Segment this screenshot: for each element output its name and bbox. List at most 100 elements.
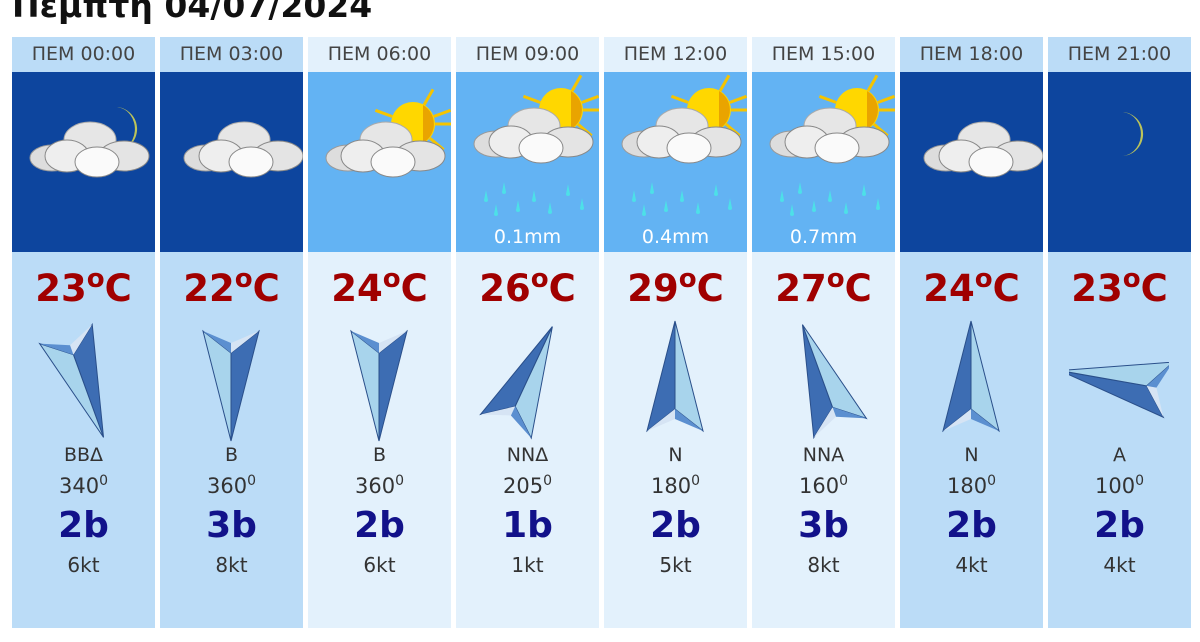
temperature: 24oC bbox=[308, 264, 451, 314]
temp-value: 29 bbox=[627, 267, 679, 310]
temp-unit: C bbox=[992, 267, 1020, 310]
temp-unit: C bbox=[400, 267, 428, 310]
wind-direction: ΝΝΔ bbox=[506, 444, 549, 466]
deg-value: 180 bbox=[946, 474, 988, 498]
rain-amount: 0.1mm bbox=[493, 226, 562, 248]
degree-symbol: 0 bbox=[691, 473, 700, 489]
weather-image bbox=[308, 72, 451, 252]
cloud-moon-icon bbox=[29, 107, 150, 178]
degree-symbol: 0 bbox=[987, 473, 996, 489]
temp-value: 27 bbox=[775, 267, 827, 310]
temp-value: 22 bbox=[183, 267, 235, 310]
temp-unit: C bbox=[1140, 267, 1168, 310]
forecast-column: ΠΕΜ 15:00 0.7mm 27oC ΝΝΑ 1600 3b 8kt bbox=[752, 37, 895, 628]
wind-arrow-icon bbox=[942, 320, 1000, 433]
weather-image: 0.7mm bbox=[752, 72, 895, 252]
degree-symbol: 0 bbox=[543, 473, 552, 489]
wind-degrees: 2050 bbox=[456, 466, 599, 501]
wind-arrow-icon bbox=[202, 329, 260, 442]
wind-direction: ΝΝΑ bbox=[802, 444, 845, 466]
wind-degrees: 1000 bbox=[1048, 466, 1191, 501]
cloud-sun-rain-icon bbox=[621, 74, 747, 216]
wind-arrow bbox=[604, 314, 747, 449]
temp-value: 24 bbox=[923, 267, 975, 310]
cloud-icon bbox=[923, 121, 1043, 178]
temperature: 29oC bbox=[604, 264, 747, 314]
beaufort: 2b bbox=[650, 505, 701, 546]
wind-knots: 4kt bbox=[955, 553, 988, 577]
cloud-sun-rain-icon bbox=[473, 74, 599, 216]
cloud-icon bbox=[183, 121, 303, 178]
wind-knots: 8kt bbox=[215, 553, 248, 577]
moon-icon bbox=[1119, 112, 1144, 157]
rain-amount: 0.4mm bbox=[641, 226, 710, 248]
deg-value: 360 bbox=[354, 474, 396, 498]
degree-symbol: o bbox=[826, 264, 845, 294]
wind-degrees: 3400 bbox=[12, 466, 155, 501]
wind-degrees: 3600 bbox=[160, 466, 303, 501]
time-label: ΠΕΜ 09:00 bbox=[475, 43, 580, 65]
degree-symbol: o bbox=[234, 264, 253, 294]
wind-knots: 1kt bbox=[511, 553, 544, 577]
wind-direction: Β bbox=[372, 444, 387, 466]
temperature: 26oC bbox=[456, 264, 599, 314]
weather-image bbox=[12, 72, 155, 252]
beaufort: 1b bbox=[502, 505, 553, 546]
beaufort: 2b bbox=[1094, 505, 1145, 546]
temperature: 23oC bbox=[1048, 264, 1191, 314]
degree-symbol: 0 bbox=[395, 473, 404, 489]
wind-arrow bbox=[752, 314, 895, 449]
cloud-sun-icon bbox=[325, 88, 451, 178]
wind-arrow bbox=[308, 314, 451, 449]
degree-symbol: 0 bbox=[247, 473, 256, 489]
rain-amount: 0.7mm bbox=[789, 226, 858, 248]
degree-symbol: o bbox=[530, 264, 549, 294]
wind-arrow bbox=[900, 314, 1043, 449]
beaufort: 3b bbox=[206, 505, 257, 546]
temp-value: 24 bbox=[331, 267, 383, 310]
time-label: ΠΕΜ 12:00 bbox=[623, 43, 728, 65]
deg-value: 160 bbox=[798, 474, 840, 498]
forecast-column: ΠΕΜ 00:00 23oC ΒΒΔ 3400 2b 6kt bbox=[12, 37, 155, 628]
deg-value: 205 bbox=[502, 474, 544, 498]
wind-degrees: 1600 bbox=[752, 466, 895, 501]
forecast-columns: ΠΕΜ 00:00 23oC ΒΒΔ 3400 2b 6kt ΠΕΜ 03:00 … bbox=[12, 37, 1191, 628]
beaufort: 2b bbox=[58, 505, 109, 546]
temp-value: 23 bbox=[1071, 267, 1123, 310]
degree-symbol: 0 bbox=[99, 473, 108, 489]
cloud-shape bbox=[473, 107, 594, 164]
weather-image bbox=[900, 72, 1043, 252]
temp-unit: C bbox=[696, 267, 724, 310]
wind-degrees: 3600 bbox=[308, 466, 451, 501]
wind-knots: 6kt bbox=[363, 553, 396, 577]
cloud-shape bbox=[183, 121, 303, 178]
cloud-shape bbox=[769, 107, 890, 164]
forecast-column: ΠΕΜ 12:00 0.4mm 29oC Ν 1800 2b 5kt bbox=[604, 37, 747, 628]
temp-value: 23 bbox=[35, 267, 87, 310]
wind-direction: Β bbox=[224, 444, 239, 466]
cloud-shape bbox=[325, 121, 446, 178]
beaufort: 2b bbox=[354, 505, 405, 546]
forecast-column: ΠΕΜ 18:00 24oC Ν 1800 2b 4kt bbox=[900, 37, 1043, 628]
wind-knots: 8kt bbox=[807, 553, 840, 577]
degree-symbol: 0 bbox=[1135, 473, 1144, 489]
wind-arrow-icon bbox=[801, 324, 868, 440]
wind-degrees: 1800 bbox=[900, 466, 1043, 501]
degree-symbol: o bbox=[1122, 264, 1141, 294]
beaufort: 2b bbox=[946, 505, 997, 546]
cloud-sun-rain-icon bbox=[769, 74, 895, 216]
temperature: 27oC bbox=[752, 264, 895, 314]
time-label: ΠΕΜ 18:00 bbox=[919, 43, 1024, 65]
forecast-column: ΠΕΜ 21:00 23oC Α 1000 2b 4kt bbox=[1048, 37, 1191, 628]
degree-symbol: o bbox=[974, 264, 993, 294]
temp-unit: C bbox=[252, 267, 280, 310]
deg-value: 180 bbox=[650, 474, 692, 498]
wind-direction: ΒΒΔ bbox=[63, 444, 104, 466]
time-label: ΠΕΜ 21:00 bbox=[1067, 43, 1172, 65]
wind-direction: Ν bbox=[668, 444, 683, 466]
degree-symbol: o bbox=[382, 264, 401, 294]
forecast-column: ΠΕΜ 06:00 24oC Β 3600 2b 6kt bbox=[308, 37, 451, 628]
degree-symbol: 0 bbox=[839, 473, 848, 489]
wind-arrow bbox=[160, 314, 303, 449]
time-label: ΠΕΜ 15:00 bbox=[771, 43, 876, 65]
